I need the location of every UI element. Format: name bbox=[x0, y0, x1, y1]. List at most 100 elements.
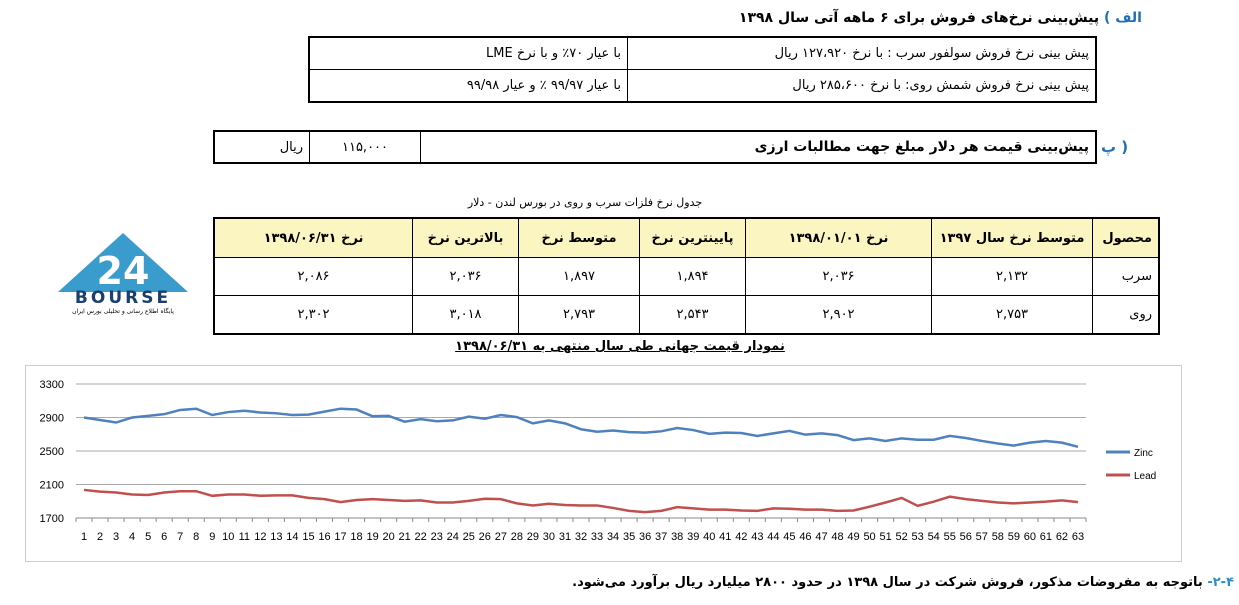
x-tick-label: 20 bbox=[382, 531, 394, 543]
y-tick-label: 2900 bbox=[40, 413, 64, 425]
logo-brand: BOURSE bbox=[74, 288, 172, 308]
x-tick-label: 61 bbox=[1040, 531, 1052, 543]
x-tick-label: 2 bbox=[97, 531, 103, 543]
x-tick-label: 14 bbox=[286, 531, 298, 543]
x-tick-label: 11 bbox=[239, 531, 250, 543]
section-a-title: پیش‌بینی نرخ‌های فروش برای ۶ ماهه آتی سا… bbox=[738, 10, 1100, 26]
section-a-heading: الف ) پیش‌بینی نرخ‌های فروش برای ۶ ماهه … bbox=[739, 10, 1142, 26]
x-tick-label: 33 bbox=[591, 531, 603, 543]
x-tick-label: 29 bbox=[527, 531, 539, 543]
x-tick-label: 15 bbox=[302, 531, 314, 543]
x-tick-label: 58 bbox=[992, 531, 1004, 543]
x-tick-label: 1 bbox=[81, 531, 87, 543]
x-tick-label: 9 bbox=[209, 531, 215, 543]
series-line-lead bbox=[83, 488, 1079, 514]
dollar-forecast-table: پیش‌بینی قیمت هر دلار مبلغ جهت مطالبات ا… bbox=[213, 130, 1097, 164]
x-tick-label: 53 bbox=[912, 531, 924, 543]
cell: ۱,۸۹۷ bbox=[518, 257, 640, 296]
cell: ۲,۷۹۳ bbox=[518, 295, 640, 335]
x-tick-label: 31 bbox=[559, 531, 571, 543]
x-tick-label: 56 bbox=[960, 531, 972, 543]
x-tick-label: 39 bbox=[687, 531, 699, 543]
spec-cell: با عیار ۹۹/۹۷ ٪ و عیار ۹۹/۹۸ bbox=[308, 69, 628, 103]
x-tick-label: 19 bbox=[366, 531, 378, 543]
dollar-forecast-label: پیش‌بینی قیمت هر دلار مبلغ جهت مطالبات ا… bbox=[420, 130, 1097, 164]
x-tick-label: 38 bbox=[671, 531, 683, 543]
x-tick-label: 5 bbox=[145, 531, 151, 543]
x-tick-label: 24 bbox=[447, 531, 459, 543]
desc-cell: پیش بینی نرخ فروش شمش روی: با نرخ ۲۸۵،۶۰… bbox=[627, 69, 1097, 103]
price-table-caption: جدول نرخ فلزات سرب و روی در بورس لندن - … bbox=[467, 196, 703, 209]
series-line-zinc bbox=[83, 407, 1079, 449]
x-tick-label: 41 bbox=[719, 531, 731, 543]
x-tick-label: 45 bbox=[783, 531, 795, 543]
logo-tagline: پایگاه اطلاع رسانی و تحلیلی بورس ایران bbox=[72, 308, 174, 315]
legend-label: Zinc bbox=[1134, 448, 1153, 459]
x-tick-label: 60 bbox=[1024, 531, 1036, 543]
x-tick-label: 40 bbox=[703, 531, 715, 543]
footer-paragraph: ۲-۴- باتوجه به مفروضات مذکور، فروش شرکت … bbox=[572, 575, 1234, 590]
x-tick-label: 34 bbox=[607, 531, 619, 543]
y-tick-label: 1700 bbox=[40, 513, 64, 525]
y-tick-label: 2500 bbox=[40, 446, 64, 458]
x-tick-label: 51 bbox=[879, 531, 891, 543]
x-tick-label: 52 bbox=[896, 531, 908, 543]
x-tick-label: 47 bbox=[815, 531, 827, 543]
x-tick-label: 43 bbox=[751, 531, 763, 543]
x-tick-label: 42 bbox=[735, 531, 747, 543]
x-tick-label: 17 bbox=[334, 531, 346, 543]
spec-cell: با عیار ۷۰٪ و با نرخ LME bbox=[308, 36, 628, 70]
x-tick-label: 55 bbox=[944, 531, 956, 543]
x-tick-label: 30 bbox=[543, 531, 555, 543]
x-tick-label: 59 bbox=[1008, 531, 1020, 543]
cell: سرب bbox=[1092, 257, 1160, 296]
cell: ۱,۸۹۴ bbox=[639, 257, 746, 296]
y-tick-label: 3300 bbox=[40, 379, 64, 391]
bourse24-logo: 24 BOURSE پایگاه اطلاع رسانی و تحلیلی بو… bbox=[48, 230, 198, 320]
chart-title: نمودار قیمت جهانی طی سال منتهی به ۱۳۹۸/۰… bbox=[455, 339, 785, 354]
dollar-forecast-unit: ریال bbox=[213, 130, 310, 164]
x-tick-label: 12 bbox=[254, 531, 266, 543]
column-header: بالاترین نرخ bbox=[412, 217, 519, 258]
cell: ۲,۰۳۶ bbox=[412, 257, 519, 296]
section-b-marker: پ ) bbox=[1101, 138, 1129, 156]
cell: روی bbox=[1092, 295, 1160, 335]
x-tick-label: 37 bbox=[655, 531, 667, 543]
table-header-row: محصول متوسط نرخ سال ۱۳۹۷ نرخ ۱۳۹۸/۰۱/۰۱ … bbox=[213, 217, 1160, 258]
x-tick-label: 57 bbox=[976, 531, 988, 543]
table-row: پیش بینی نرخ فروش سولفور سرب : با نرخ ۱۲… bbox=[308, 36, 1097, 70]
x-tick-label: 44 bbox=[767, 531, 779, 543]
logo-number: 24 bbox=[97, 249, 150, 293]
x-tick-label: 54 bbox=[928, 531, 940, 543]
x-tick-label: 6 bbox=[161, 531, 167, 543]
y-tick-label: 2100 bbox=[40, 480, 64, 492]
cell: ۳,۰۱۸ bbox=[412, 295, 519, 335]
cell: ۲,۹۰۲ bbox=[745, 295, 932, 335]
x-tick-label: 63 bbox=[1072, 531, 1084, 543]
cell: ۲,۷۵۳ bbox=[931, 295, 1093, 335]
column-header: متوسط نرخ سال ۱۳۹۷ bbox=[931, 217, 1093, 258]
x-tick-label: 62 bbox=[1056, 531, 1068, 543]
desc-cell: پیش بینی نرخ فروش سولفور سرب : با نرخ ۱۲… bbox=[627, 36, 1097, 70]
column-header: نرخ ۱۳۹۸/۰۱/۰۱ bbox=[745, 217, 932, 258]
table-row: پیش‌بینی قیمت هر دلار مبلغ جهت مطالبات ا… bbox=[213, 130, 1097, 164]
metal-price-table: محصول متوسط نرخ سال ۱۳۹۷ نرخ ۱۳۹۸/۰۱/۰۱ … bbox=[213, 217, 1160, 335]
sales-forecast-table: پیش بینی نرخ فروش سولفور سرب : با نرخ ۱۲… bbox=[308, 36, 1097, 103]
x-tick-label: 22 bbox=[415, 531, 427, 543]
x-tick-label: 3 bbox=[113, 531, 119, 543]
x-tick-label: 27 bbox=[495, 531, 507, 543]
x-tick-label: 21 bbox=[399, 531, 411, 543]
x-tick-label: 50 bbox=[863, 531, 875, 543]
cell: ۲,۱۳۲ bbox=[931, 257, 1093, 296]
x-tick-label: 48 bbox=[831, 531, 843, 543]
x-tick-label: 18 bbox=[350, 531, 362, 543]
column-header: متوسط نرخ bbox=[518, 217, 640, 258]
x-tick-label: 49 bbox=[847, 531, 859, 543]
x-tick-label: 13 bbox=[270, 531, 282, 543]
x-tick-label: 16 bbox=[318, 531, 330, 543]
x-tick-label: 8 bbox=[193, 531, 199, 543]
x-tick-label: 28 bbox=[511, 531, 523, 543]
section-a-marker: الف ) bbox=[1103, 10, 1142, 26]
x-tick-label: 46 bbox=[799, 531, 811, 543]
footer-number: ۲-۴- bbox=[1207, 575, 1234, 590]
